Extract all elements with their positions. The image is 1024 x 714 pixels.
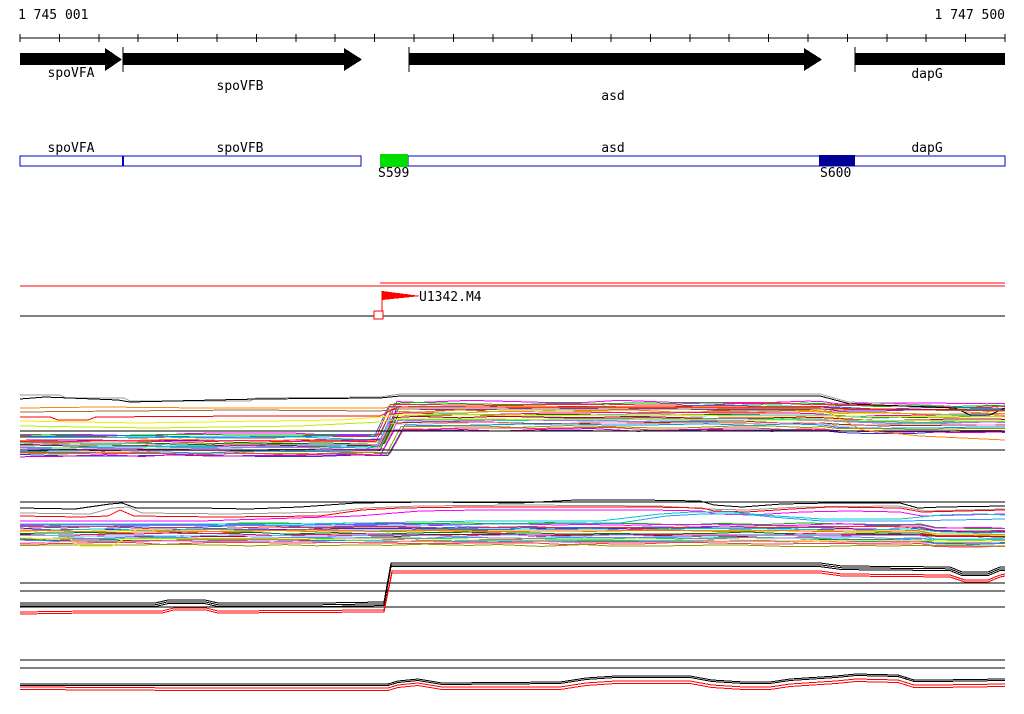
- gene-arrow-asd[interactable]: [408, 47, 822, 72]
- profile-1: [19, 393, 1006, 458]
- profile-series: [19, 418, 1006, 429]
- band-line: [19, 536, 1006, 542]
- gene-arrow-track: [20, 47, 1005, 72]
- profile-series: [19, 572, 1006, 615]
- gene-arrowhead: [804, 48, 822, 71]
- profile-series: [19, 506, 1006, 518]
- gene-body[interactable]: [855, 53, 1005, 65]
- gene-arrow-dapG[interactable]: [854, 47, 1005, 72]
- profile-series: [20, 566, 1005, 608]
- profile-series: [20, 564, 1005, 606]
- profile-series: [20, 674, 1006, 686]
- profile-series: [19, 570, 1006, 613]
- profile-series: [19, 504, 1006, 515]
- ruler: [19, 34, 1006, 42]
- segment-s600[interactable]: [819, 155, 855, 166]
- gene-arrow-spoVFA[interactable]: [20, 48, 122, 71]
- profile-3: [19, 562, 1006, 615]
- signal-label: U1342.M4: [419, 290, 482, 305]
- profile-2: [19, 499, 1006, 548]
- coordinate-end-label: 1 747 500: [934, 8, 1005, 23]
- gene-body[interactable]: [20, 53, 105, 65]
- gene-arrow-spoVFB[interactable]: [122, 47, 362, 72]
- gene-label-spovfa: spoVFA: [47, 66, 95, 81]
- band-line: [19, 527, 1006, 534]
- profile-series: [19, 414, 1006, 424]
- profile-series: [19, 678, 1006, 689]
- profile-4: [19, 659, 1006, 691]
- profile-series: [19, 513, 1006, 527]
- band-line: [19, 427, 1006, 456]
- profile-series: [20, 673, 1006, 685]
- band-line: [19, 541, 1006, 548]
- gene-body[interactable]: [123, 53, 344, 65]
- region-label-dapg: dapG: [911, 141, 943, 156]
- coordinate-start-label: 1 745 001: [18, 8, 89, 23]
- gene-label-spovfb: spoVFB: [216, 79, 264, 94]
- band-line: [19, 533, 1006, 538]
- profile-series: [20, 511, 1006, 525]
- gene-body[interactable]: [409, 53, 804, 65]
- region-track: [19, 154, 1006, 167]
- segment-label-s599: S599: [378, 166, 410, 181]
- flag-anchor: [373, 310, 384, 320]
- signal-flag[interactable]: [373, 291, 421, 320]
- region-box[interactable]: [407, 155, 1006, 167]
- gene-arrowhead: [344, 48, 362, 71]
- band-line: [19, 421, 1006, 453]
- band-line: [19, 409, 1006, 443]
- profile-series: [20, 562, 1005, 604]
- band-line: [19, 525, 1006, 532]
- flag-pennant: [382, 291, 421, 300]
- profile-series: [20, 393, 1006, 414]
- band-line: [19, 540, 1006, 548]
- band-line: [19, 529, 1006, 536]
- gene-label-asd: asd: [601, 89, 625, 104]
- band-line: [19, 399, 1006, 437]
- region-label-spovfb: spoVFB: [216, 141, 264, 156]
- segment-label-s600: S600: [820, 166, 852, 181]
- band-line: [19, 418, 1006, 451]
- gene-arrowhead: [105, 48, 122, 71]
- profile-series: [20, 406, 1006, 421]
- signal-track: [20, 282, 1005, 320]
- gene-label-dapg: dapG: [911, 67, 943, 82]
- profile-series: [19, 395, 1006, 416]
- profile-series: [19, 537, 1006, 547]
- profile-series: [19, 680, 1006, 691]
- region-label-spovfa: spoVFA: [47, 141, 95, 156]
- profile-series: [19, 499, 1006, 510]
- segment-s599[interactable]: [380, 154, 408, 167]
- region-box[interactable]: [19, 155, 362, 167]
- band-line: [19, 543, 1006, 548]
- profile-series: [19, 408, 1006, 413]
- band-line: [19, 534, 1006, 540]
- region-label-asd: asd: [601, 141, 625, 156]
- band-line: [19, 423, 1006, 454]
